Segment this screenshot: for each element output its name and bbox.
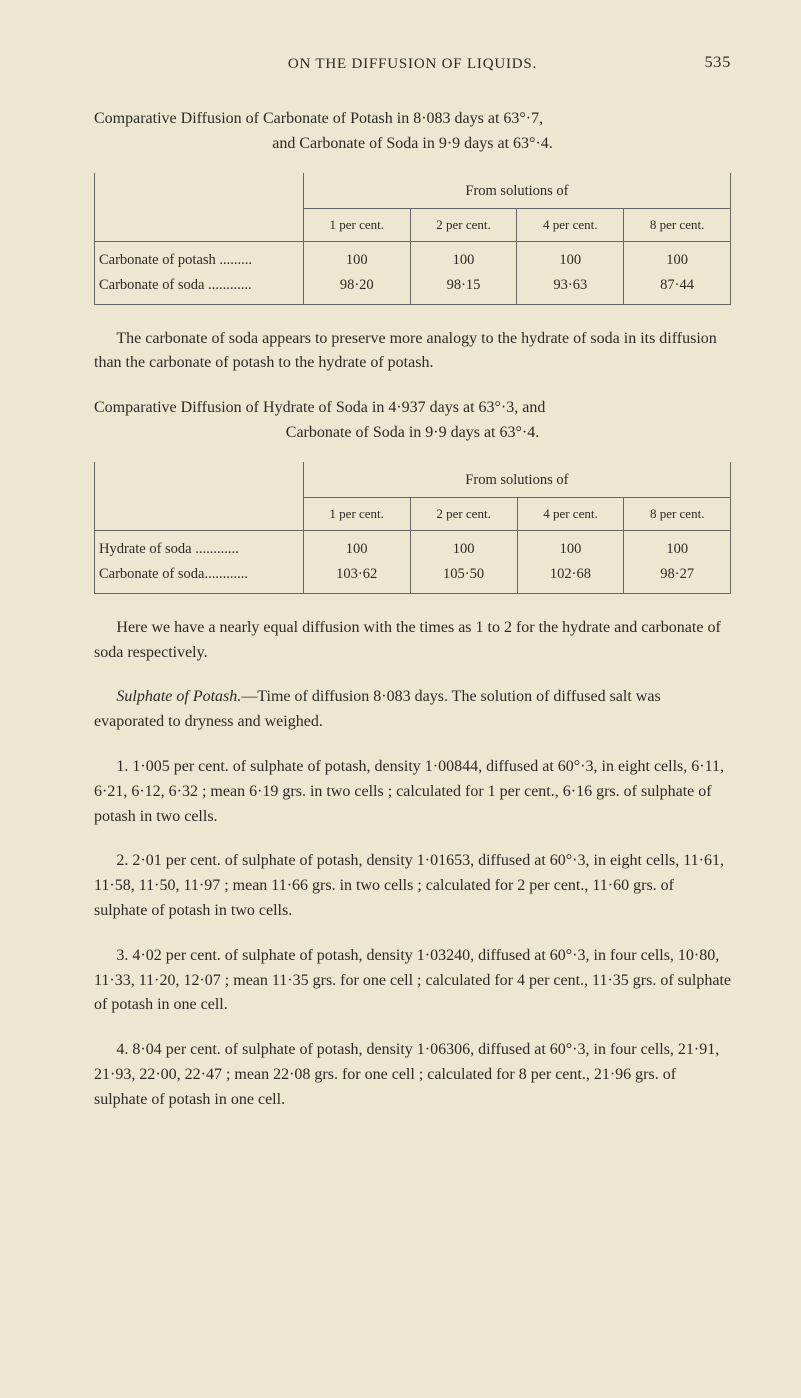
table-col-head: 1 per cent. [303, 208, 410, 241]
para-nearly-equal: Here we have a nearly equal diffusion wi… [94, 616, 731, 666]
block2-intro-line2: Carbonate of Soda in 9·9 days at 63°·4. [94, 421, 731, 446]
table-cell: 87·44 [624, 273, 731, 305]
table-row-label: Carbonate of soda............ [95, 562, 304, 594]
page-number: 535 [705, 54, 731, 72]
block1-intro-line2: and Carbonate of Soda in 9·9 days at 63°… [94, 132, 731, 157]
list-item-4: 4. 8·04 per cent. of sulphate of potash,… [94, 1038, 731, 1112]
table-cell: 100 [410, 530, 517, 562]
table-cell: 102·68 [517, 562, 624, 594]
page-container: ON THE DIFFUSION OF LIQUIDS. 535 Compara… [0, 0, 801, 1189]
table-row-label: Hydrate of soda ............ [95, 530, 304, 562]
table-row: Hydrate of soda ............ 100 100 100… [95, 530, 731, 562]
block1-intro: Comparative Diffusion of Carbonate of Po… [94, 107, 731, 157]
table-cell: 100 [303, 241, 410, 273]
table-cell: 100 [517, 530, 624, 562]
table-col-head: 2 per cent. [410, 497, 517, 530]
table-col-head: 4 per cent. [517, 208, 624, 241]
table-cell: 103·62 [303, 562, 410, 594]
table-col-head: 8 per cent. [624, 497, 731, 530]
table-row: Carbonate of soda ............ 98·20 98·… [95, 273, 731, 305]
table-carbonate: From solutions of 1 per cent. 2 per cent… [94, 173, 731, 305]
list-item-3: 3. 4·02 per cent. of sulphate of potash,… [94, 944, 731, 1018]
table-cell: 98·27 [624, 562, 731, 594]
table-cell: 98·15 [410, 273, 517, 305]
table-span-head: From solutions of [303, 462, 730, 498]
block2-intro: Comparative Diffusion of Hydrate of Soda… [94, 396, 731, 446]
table-col-head: 2 per cent. [410, 208, 517, 241]
table-cell: 100 [624, 241, 731, 273]
table-cell: 100 [624, 530, 731, 562]
table-blank-cell [95, 208, 304, 241]
table-row: Carbonate of soda............ 103·62 105… [95, 562, 731, 594]
table-cell: 100 [517, 241, 624, 273]
table-cell: 105·50 [410, 562, 517, 594]
block1-intro-line1: Comparative Diffusion of Carbonate of Po… [94, 110, 543, 127]
sulphate-para: Sulphate of Potash.—Time of diffusion 8·… [94, 685, 731, 735]
table-cell: 100 [303, 530, 410, 562]
table-blank-cell [95, 462, 304, 498]
table-col-head: 1 per cent. [303, 497, 410, 530]
table-col-head: 4 per cent. [517, 497, 624, 530]
table-row-label: Carbonate of potash ......... [95, 241, 304, 273]
table-cell: 100 [410, 241, 517, 273]
table-cell: 93·63 [517, 273, 624, 305]
table-hydrate: From solutions of 1 per cent. 2 per cent… [94, 462, 731, 594]
table-blank-cell [95, 497, 304, 530]
table-row-label: Carbonate of soda ............ [95, 273, 304, 305]
table-blank-cell [95, 173, 304, 209]
running-head-text: ON THE DIFFUSION OF LIQUIDS. [288, 56, 537, 72]
list-item-2: 2. 2·01 per cent. of sulphate of potash,… [94, 849, 731, 923]
table-cell: 98·20 [303, 273, 410, 305]
table-col-head: 8 per cent. [624, 208, 731, 241]
sulphate-label: Sulphate of Potash. [116, 688, 241, 705]
running-head: ON THE DIFFUSION OF LIQUIDS. 535 [94, 56, 731, 73]
table-row: Carbonate of potash ......... 100 100 10… [95, 241, 731, 273]
list-item-1: 1. 1·005 per cent. of sulphate of potash… [94, 755, 731, 829]
block1-followup: The carbonate of soda appears to preserv… [94, 327, 731, 377]
table-span-head: From solutions of [303, 173, 730, 209]
block2-intro-line1: Comparative Diffusion of Hydrate of Soda… [94, 399, 545, 416]
